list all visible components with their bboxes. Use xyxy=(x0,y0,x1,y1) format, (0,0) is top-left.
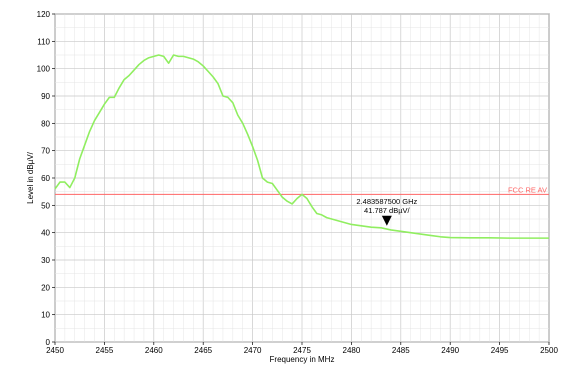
x-tick-label: 2455 xyxy=(96,346,114,355)
y-tick-label: 100 xyxy=(37,65,51,74)
y-tick-label: 60 xyxy=(41,174,50,183)
y-tick-label: 70 xyxy=(41,147,50,156)
x-axis-label: Frequency in MHz xyxy=(270,355,335,364)
x-axis-ticks: 2450 2455 2460 2465 2470 2475 2480 2485 2490 2495… xyxy=(46,342,558,355)
x-tick-label: 2450 xyxy=(46,346,64,355)
grid-lines xyxy=(54,13,550,343)
y-tick-label: 80 xyxy=(41,119,50,128)
x-tick-label: 2460 xyxy=(145,346,163,355)
marker-frequency-label: 2.483587500 GHz xyxy=(356,197,417,206)
y-tick-label: 50 xyxy=(41,201,50,210)
x-tick-label: 2475 xyxy=(293,346,311,355)
y-tick-label: 10 xyxy=(41,311,50,320)
x-tick-label: 2470 xyxy=(244,346,262,355)
y-tick-label: 110 xyxy=(37,37,50,46)
y-axis-label: Level in dBµV/ xyxy=(26,151,35,204)
limit-line-label: FCC RE AV xyxy=(508,185,547,194)
x-tick-label: 2485 xyxy=(392,346,410,355)
marker-triangle xyxy=(381,215,392,226)
y-tick-label: 120 xyxy=(37,10,51,19)
y-tick-label: 90 xyxy=(41,92,50,101)
x-tick-label: 2480 xyxy=(343,346,361,355)
y-tick-label: 30 xyxy=(41,256,50,265)
y-axis-ticks: 0 10 20 30 40 50 60 70 80 90 100 110 120 xyxy=(37,10,55,347)
y-tick-label: 20 xyxy=(41,283,50,292)
y-tick-label: 40 xyxy=(41,229,50,238)
x-tick-label: 2490 xyxy=(441,346,459,355)
marker-level-label: 41.787 dBµV/ xyxy=(364,206,411,215)
x-tick-label: 2495 xyxy=(491,346,509,355)
x-tick-label: 2465 xyxy=(194,346,212,355)
series-line xyxy=(54,54,549,239)
y-tick-label: 0 xyxy=(46,338,51,347)
x-tick-label: 2500 xyxy=(540,346,558,355)
